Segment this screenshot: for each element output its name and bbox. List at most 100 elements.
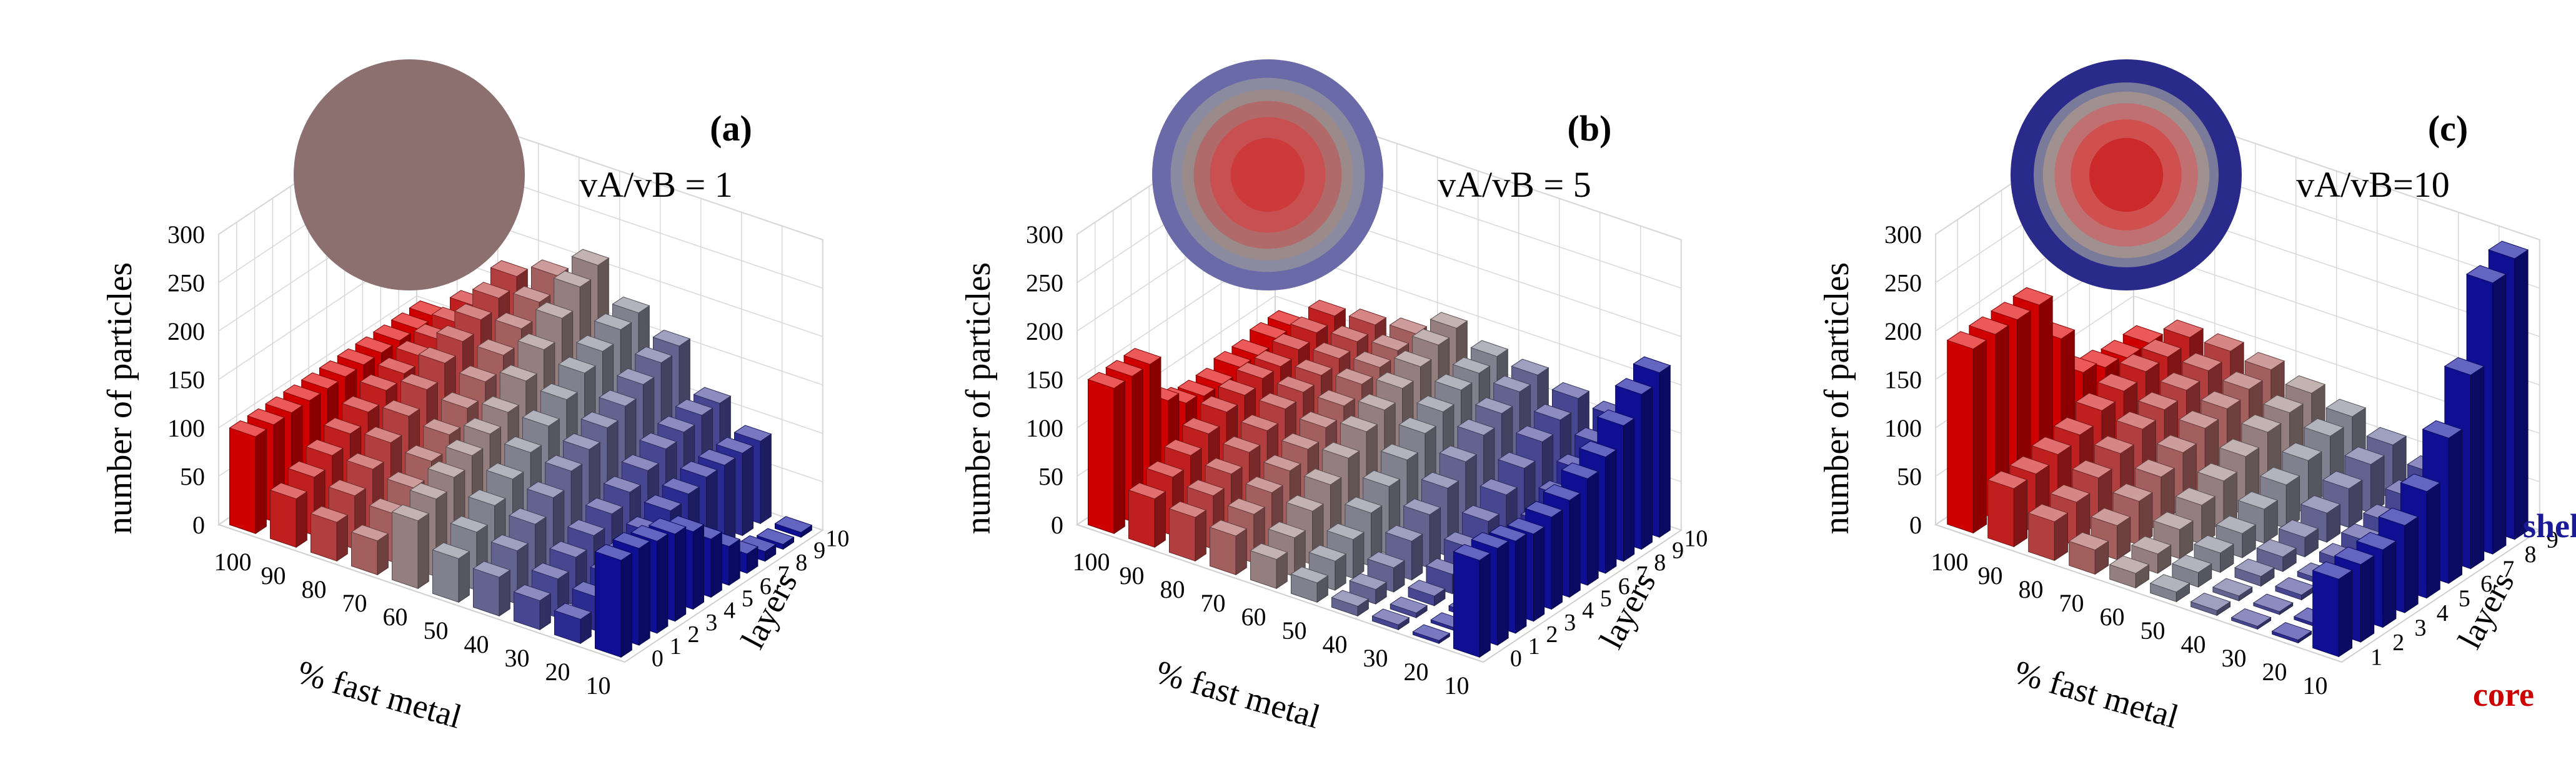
bar-top (1299, 411, 1338, 428)
bar-top (1331, 590, 1370, 607)
bar-top (1236, 362, 1275, 379)
bar-top (1213, 350, 1252, 368)
bar (2131, 536, 2172, 574)
bar-top (2159, 372, 2201, 391)
bar-top (1987, 470, 2028, 489)
bar-top (472, 561, 511, 578)
bar-top (2400, 473, 2441, 492)
x-tick-label: 60 (1241, 603, 1266, 631)
bar-top (1177, 380, 1216, 397)
z-tick-label: 100 (1884, 414, 1922, 442)
bar (1390, 596, 1428, 618)
bar-top (2071, 460, 2113, 478)
bar-top (1497, 452, 1536, 469)
bar-top (319, 360, 357, 377)
bar-side (1515, 533, 1527, 634)
bar-top (562, 433, 601, 450)
bar-top (1471, 532, 1509, 549)
bar-face (1128, 489, 1155, 548)
y-tick-label: 3 (2415, 615, 2427, 641)
bar-top (1470, 340, 1509, 357)
x-tick-label: 10 (2303, 671, 2328, 700)
bar-top (1412, 624, 1451, 641)
bar-top (1380, 443, 1419, 460)
bar-top (2278, 519, 2319, 538)
bar-top (450, 515, 489, 533)
bar-top (2378, 507, 2419, 526)
x-tick-label: 40 (1323, 630, 1348, 658)
bar-top (2109, 555, 2150, 574)
bar-top (1271, 333, 1310, 350)
bar-side (499, 569, 510, 617)
bar-top (1312, 342, 1351, 359)
bar-top (346, 453, 385, 470)
bar-top (2488, 240, 2529, 259)
bar-top (1218, 379, 1256, 396)
z-tick-label: 200 (167, 317, 205, 345)
bar (2027, 503, 2069, 562)
bar-top (2049, 484, 2091, 503)
bar-top (1390, 596, 1428, 613)
bar-top (404, 445, 443, 462)
panel-label: (a) (710, 108, 752, 149)
bar-top (1186, 479, 1225, 497)
y-tick-label: 3 (705, 610, 717, 636)
bar-side (2360, 555, 2375, 643)
bar-top (1453, 544, 1491, 561)
bar (229, 420, 267, 535)
z-tick-label: 50 (1897, 463, 1922, 491)
bar-top (557, 357, 597, 374)
bar-top (341, 395, 380, 413)
y-tick-label: 0 (1510, 645, 1522, 671)
bar-top (1488, 525, 1528, 542)
particle-sphere (2011, 59, 2242, 290)
particle-sphere (1152, 59, 1383, 290)
bar-side (1154, 491, 1166, 548)
bars (1946, 240, 2529, 658)
bar-top (229, 420, 267, 437)
bar-top (472, 282, 510, 299)
bar (391, 504, 430, 590)
y-tick-label: 9 (1672, 538, 1684, 564)
bar (2212, 578, 2253, 601)
z-tick-label: 50 (180, 463, 205, 491)
x-tick-label: 60 (383, 603, 408, 631)
y-tick-label: 7 (1636, 562, 1648, 588)
bar-top (2119, 354, 2160, 372)
bar-top (1222, 436, 1261, 453)
bars (1087, 299, 1671, 658)
bar-top (1561, 462, 1599, 480)
bar-top (2204, 333, 2245, 352)
bar-top (1231, 339, 1270, 356)
bar-top (1209, 520, 1248, 537)
bar-top (1456, 418, 1496, 436)
y-tick-label: 7 (2502, 556, 2514, 582)
z-tick-label: 0 (1909, 511, 1922, 539)
bar-top (377, 357, 416, 374)
bar (1087, 372, 1126, 535)
bar (2149, 574, 2191, 603)
bar-top (1258, 392, 1297, 410)
bar-top (2465, 265, 2507, 284)
bar (1987, 470, 2028, 548)
bar-top (1204, 457, 1243, 475)
bar-top (652, 329, 691, 347)
sphere-uniform (294, 59, 525, 290)
bar-top (1533, 403, 1572, 421)
bar-top (1474, 397, 1513, 414)
x-tick-label: 20 (2262, 658, 2287, 686)
bar-top (734, 425, 772, 442)
bar-top (459, 365, 497, 382)
bar (1250, 543, 1288, 590)
x-tick-label: 40 (2181, 630, 2206, 658)
bar-side (1353, 532, 1365, 579)
bar-top (418, 347, 457, 364)
y-tick-label: 9 (813, 538, 825, 564)
bar-top (675, 398, 714, 416)
bar-top (2237, 491, 2279, 510)
y-tick-label: 8 (1654, 550, 1666, 576)
bar-top (2112, 483, 2154, 502)
x-tick-label: 20 (1404, 658, 1429, 686)
x-tick-label: 100 (1073, 548, 1110, 576)
